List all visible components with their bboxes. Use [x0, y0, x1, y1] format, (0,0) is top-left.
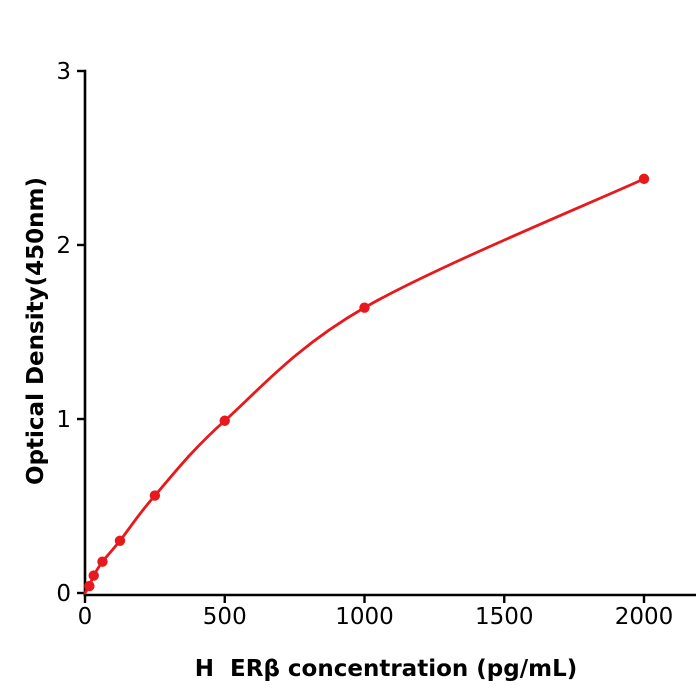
x-axis-title: H ERβ concentration (pg/mL) — [194, 656, 578, 682]
x-tick-label: 1000 — [335, 604, 394, 630]
x-axis: 0 500 1000 1500 2000 — [78, 593, 696, 630]
data-point-markers — [84, 173, 650, 592]
y-tick-label: 0 — [56, 581, 71, 607]
data-point-marker — [84, 580, 95, 592]
data-point-marker — [359, 302, 370, 313]
y-axis-title: Optical Density(450nm) — [23, 177, 49, 485]
y-tick-label: 3 — [56, 59, 71, 85]
data-point-marker — [114, 535, 126, 546]
y-tick-label: 2 — [56, 233, 71, 259]
y-tick-label: 1 — [56, 407, 71, 433]
x-tick-label: 2000 — [615, 604, 674, 630]
data-point-marker — [149, 490, 161, 501]
x-tick-label: 0 — [78, 604, 93, 630]
data-point-marker — [97, 556, 108, 567]
data-point-marker — [88, 570, 99, 581]
data-point-marker — [219, 415, 230, 426]
data-point-marker — [638, 173, 650, 185]
x-tick-label: 1500 — [475, 604, 534, 630]
x-tick-label: 500 — [203, 604, 247, 630]
standard-curve-line — [83, 177, 646, 595]
y-axis: 0 1 2 3 — [56, 59, 87, 607]
